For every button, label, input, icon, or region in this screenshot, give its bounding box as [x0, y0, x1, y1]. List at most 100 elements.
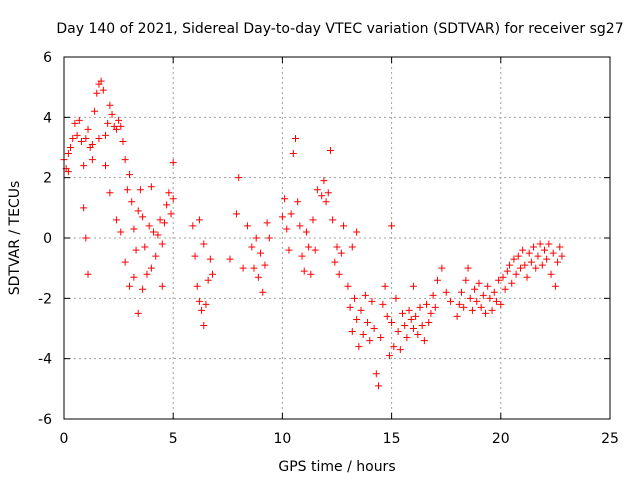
- data-point-marker: [233, 210, 241, 218]
- data-point-marker: [160, 219, 168, 227]
- data-point-marker: [368, 297, 376, 305]
- data-point-marker: [309, 216, 317, 224]
- data-point-marker: [95, 134, 103, 142]
- data-point-marker: [379, 300, 387, 308]
- data-point-marker: [134, 309, 142, 317]
- data-point-marker: [457, 288, 465, 296]
- data-point-marker: [431, 303, 439, 311]
- data-point-marker: [429, 291, 437, 299]
- data-point-marker: [101, 131, 109, 139]
- data-point-marker: [497, 300, 505, 308]
- data-point-marker: [248, 243, 256, 251]
- data-point-marker: [71, 119, 79, 127]
- data-point-marker: [285, 246, 293, 254]
- data-point-marker: [510, 255, 518, 263]
- data-point-marker: [331, 258, 339, 266]
- y-tick-label: 4: [43, 110, 52, 126]
- data-point-marker: [427, 309, 435, 317]
- data-point-marker: [117, 228, 125, 236]
- data-point-marker: [514, 252, 522, 260]
- data-point-marker: [340, 222, 348, 230]
- data-point-marker: [416, 303, 424, 311]
- x-axis-label: GPS time / hours: [278, 459, 395, 475]
- data-point-marker: [547, 270, 555, 278]
- data-point-marker: [119, 137, 127, 145]
- data-point-marker: [99, 86, 107, 94]
- data-point-marker: [250, 264, 258, 272]
- x-tick-label: 10: [273, 431, 291, 447]
- data-point-marker: [97, 77, 105, 85]
- data-point-marker: [150, 228, 158, 236]
- data-point-marker: [482, 309, 490, 317]
- data-point-marker: [261, 261, 269, 269]
- data-point-marker: [311, 246, 319, 254]
- data-point-marker: [204, 276, 212, 284]
- data-point-marker: [329, 216, 337, 224]
- data-point-marker: [289, 150, 297, 158]
- data-point-marker: [298, 252, 306, 260]
- data-point-marker: [263, 219, 271, 227]
- data-point-marker: [381, 282, 389, 290]
- data-point-marker: [538, 261, 546, 269]
- data-point-marker: [163, 201, 171, 209]
- data-point-marker: [399, 309, 407, 317]
- data-point-marker: [374, 382, 382, 390]
- grid-layer: [64, 57, 610, 419]
- data-point-marker: [536, 240, 544, 248]
- data-point-marker: [75, 116, 83, 124]
- data-point-marker: [287, 210, 295, 218]
- data-point-marker: [300, 267, 308, 275]
- data-point-marker: [359, 331, 367, 339]
- y-tick-label: -2: [38, 291, 52, 307]
- data-point-marker: [355, 343, 363, 351]
- data-point-marker: [257, 249, 265, 257]
- data-point-marker: [143, 270, 151, 278]
- data-point-marker: [128, 198, 136, 206]
- data-point-marker: [433, 276, 441, 284]
- data-point-marker: [506, 261, 514, 269]
- data-point-marker: [348, 328, 356, 336]
- data-point-marker: [305, 243, 313, 251]
- data-point-marker: [499, 273, 507, 281]
- data-point-marker: [519, 246, 527, 254]
- data-point-marker: [540, 246, 548, 254]
- data-point-marker: [383, 312, 391, 320]
- data-point-marker: [412, 312, 420, 320]
- data-point-marker: [283, 225, 291, 233]
- data-point-marker: [132, 246, 140, 254]
- data-point-marker: [139, 285, 147, 293]
- x-tick-label: 15: [383, 431, 401, 447]
- data-point-marker: [134, 207, 142, 215]
- data-point-marker: [226, 255, 234, 263]
- data-point-marker: [121, 156, 129, 164]
- data-point-marker: [442, 288, 450, 296]
- data-point-marker: [302, 228, 310, 236]
- data-point-marker: [165, 189, 173, 197]
- data-point-marker: [484, 282, 492, 290]
- data-point-marker: [169, 195, 177, 203]
- data-point-marker: [147, 264, 155, 272]
- data-point-marker: [558, 252, 566, 260]
- x-tick-label: 5: [169, 431, 178, 447]
- data-point-marker: [278, 213, 286, 221]
- data-point-marker: [377, 334, 385, 342]
- data-point-marker: [554, 258, 562, 266]
- data-point-marker: [464, 264, 472, 272]
- data-point-marker: [353, 315, 361, 323]
- data-point-marker: [84, 270, 92, 278]
- data-point-marker: [543, 255, 551, 263]
- data-point-marker: [209, 270, 217, 278]
- data-point-marker: [265, 234, 273, 242]
- data-point-marker: [206, 255, 214, 263]
- data-point-marker: [344, 282, 352, 290]
- data-point-marker: [392, 294, 400, 302]
- data-point-marker: [466, 294, 474, 302]
- data-point-marker: [158, 282, 166, 290]
- data-point-marker: [88, 156, 96, 164]
- data-point-marker: [126, 282, 134, 290]
- data-point-marker: [521, 261, 529, 269]
- data-point-marker: [84, 125, 92, 133]
- data-point-marker: [508, 279, 516, 287]
- data-point-marker: [353, 228, 361, 236]
